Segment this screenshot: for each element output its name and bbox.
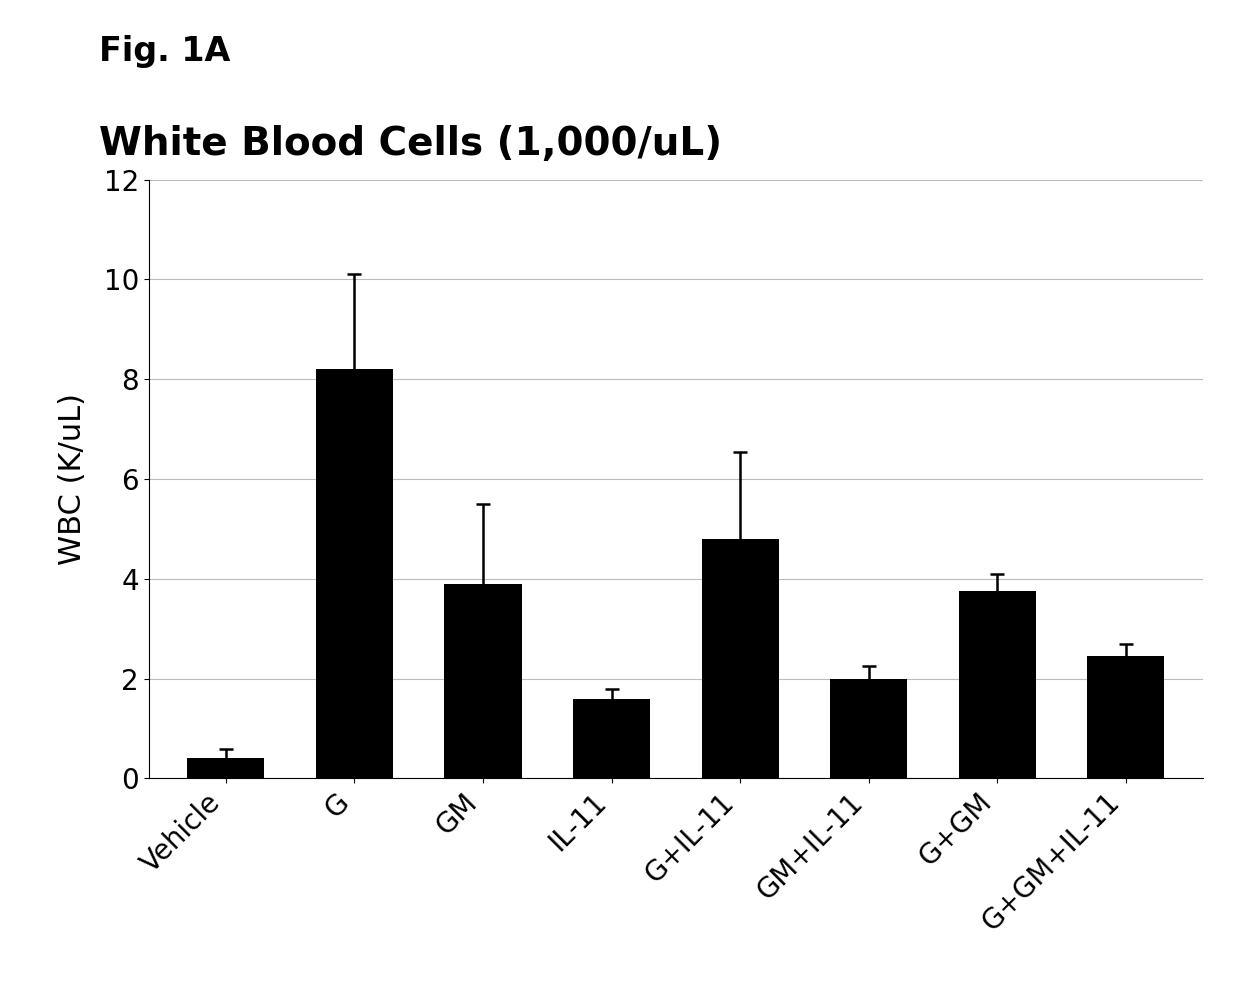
- Bar: [187, 758, 264, 778]
- Bar: [444, 584, 522, 778]
- Bar: [573, 699, 650, 778]
- Bar: [316, 369, 393, 778]
- Bar: [702, 539, 779, 778]
- Y-axis label: WBC (K/uL): WBC (K/uL): [58, 393, 87, 565]
- Text: Fig. 1A: Fig. 1A: [99, 35, 231, 68]
- Text: White Blood Cells (1,000/uL): White Blood Cells (1,000/uL): [99, 125, 723, 163]
- Bar: [1087, 657, 1164, 778]
- Bar: [830, 679, 908, 778]
- Bar: [959, 591, 1035, 778]
